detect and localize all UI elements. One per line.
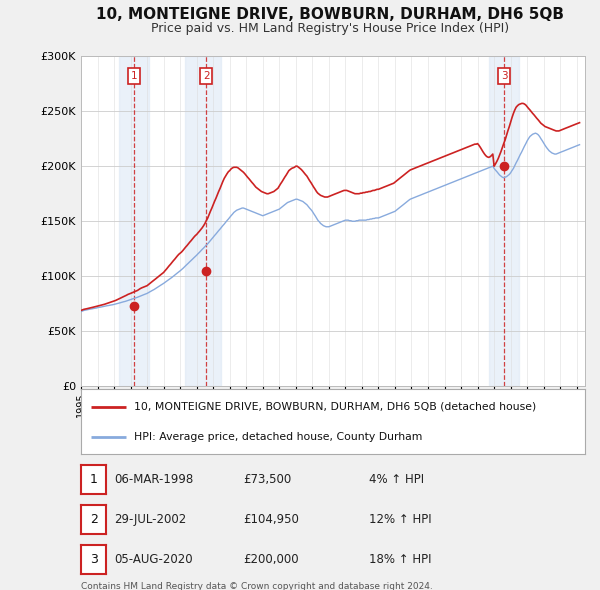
Text: £73,500: £73,500 <box>243 473 291 486</box>
Text: 4% ↑ HPI: 4% ↑ HPI <box>369 473 424 486</box>
Text: £104,950: £104,950 <box>243 513 299 526</box>
Text: 12% ↑ HPI: 12% ↑ HPI <box>369 513 431 526</box>
Text: 2: 2 <box>203 71 209 81</box>
Text: 3: 3 <box>89 553 98 566</box>
Text: 29-JUL-2002: 29-JUL-2002 <box>114 513 186 526</box>
Text: 1: 1 <box>130 71 137 81</box>
Text: 3: 3 <box>501 71 508 81</box>
Bar <box>489 56 519 386</box>
Text: 10, MONTEIGNE DRIVE, BOWBURN, DURHAM, DH6 5QB: 10, MONTEIGNE DRIVE, BOWBURN, DURHAM, DH… <box>96 7 564 22</box>
Text: 05-AUG-2020: 05-AUG-2020 <box>114 553 193 566</box>
Bar <box>119 56 149 386</box>
Text: 1: 1 <box>89 473 98 486</box>
Text: £200,000: £200,000 <box>243 553 299 566</box>
Text: 10, MONTEIGNE DRIVE, BOWBURN, DURHAM, DH6 5QB (detached house): 10, MONTEIGNE DRIVE, BOWBURN, DURHAM, DH… <box>134 402 536 412</box>
Text: HPI: Average price, detached house, County Durham: HPI: Average price, detached house, Coun… <box>134 432 422 442</box>
Text: 18% ↑ HPI: 18% ↑ HPI <box>369 553 431 566</box>
Bar <box>185 56 221 386</box>
Text: 2: 2 <box>89 513 98 526</box>
Text: Contains HM Land Registry data © Crown copyright and database right 2024.: Contains HM Land Registry data © Crown c… <box>81 582 433 590</box>
Text: Price paid vs. HM Land Registry's House Price Index (HPI): Price paid vs. HM Land Registry's House … <box>151 22 509 35</box>
Text: 06-MAR-1998: 06-MAR-1998 <box>114 473 193 486</box>
